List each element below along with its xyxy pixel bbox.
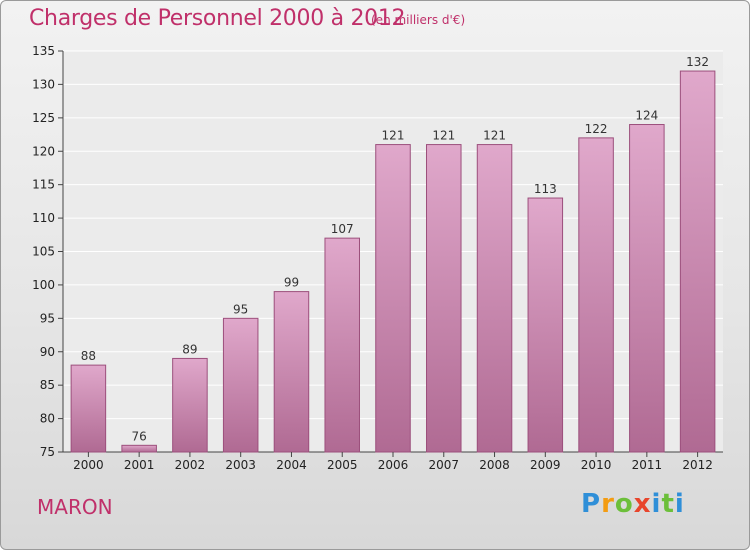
- chart-title: Charges de Personnel 2000 à 2012: [29, 6, 406, 31]
- bar: [222, 317, 259, 453]
- bar: [629, 124, 665, 453]
- x-tick-label: 2009: [530, 458, 561, 472]
- bar: [70, 364, 107, 453]
- logo-letter: x: [633, 489, 652, 519]
- bar-value-label: 88: [81, 349, 96, 363]
- bar-value-label: 76: [132, 429, 147, 443]
- x-tick-label: 2011: [632, 458, 663, 472]
- bar: [679, 70, 716, 453]
- bar-value-label: 132: [686, 55, 709, 69]
- logo-letter: P: [581, 489, 602, 519]
- bar-value-label: 121: [432, 129, 455, 143]
- logo-letter: i: [651, 489, 662, 519]
- logo-letter: t: [661, 489, 675, 519]
- x-tick-label: 2008: [479, 458, 510, 472]
- x-tick-label: 2000: [73, 458, 104, 472]
- chart-subtitle: (en milliers d'€): [371, 13, 466, 27]
- bar-value-label: 107: [331, 222, 354, 236]
- y-tick-label: 75: [40, 445, 55, 459]
- proxiti-logo[interactable]: Proxiti: [581, 489, 685, 519]
- y-tick-label: 85: [40, 378, 55, 392]
- bar-value-label: 113: [534, 182, 557, 196]
- y-tick-label: 135: [32, 44, 55, 58]
- logo-letter: i: [674, 489, 685, 519]
- y-tick-label: 90: [40, 345, 55, 359]
- bar: [426, 144, 462, 453]
- y-tick-label: 95: [40, 311, 55, 325]
- bar: [476, 144, 513, 453]
- bar-value-label: 124: [635, 109, 658, 123]
- y-tick-label: 125: [32, 111, 55, 125]
- bar-value-label: 121: [483, 129, 506, 143]
- bar: [121, 444, 157, 453]
- logo-letter: r: [601, 489, 615, 519]
- bar-value-label: 89: [182, 342, 197, 356]
- commune-name: MARON: [37, 495, 113, 519]
- x-tick-label: 2006: [378, 458, 409, 472]
- bar: [375, 144, 411, 453]
- y-tick-label: 110: [32, 211, 55, 225]
- y-tick-label: 100: [32, 278, 55, 292]
- bar: [324, 237, 360, 453]
- x-tick-label: 2001: [124, 458, 155, 472]
- y-tick-label: 130: [32, 77, 55, 91]
- y-tick-label: 80: [40, 412, 55, 426]
- bar-value-label: 121: [382, 129, 405, 143]
- logo-letter: o: [614, 489, 634, 519]
- x-tick-label: 2004: [276, 458, 307, 472]
- bar-value-label: 99: [284, 276, 299, 290]
- y-tick-label: 120: [32, 144, 55, 158]
- x-tick-label: 2012: [682, 458, 713, 472]
- x-tick-label: 2005: [327, 458, 358, 472]
- y-tick-label: 105: [32, 245, 55, 259]
- bar: [273, 291, 310, 453]
- x-tick-label: 2002: [175, 458, 206, 472]
- bar: [527, 197, 564, 453]
- x-tick-label: 2007: [428, 458, 459, 472]
- bar-value-label: 95: [233, 302, 248, 316]
- y-tick-label: 115: [32, 178, 55, 192]
- bar: [578, 137, 614, 453]
- x-tick-label: 2003: [225, 458, 256, 472]
- bar-value-label: 122: [585, 122, 608, 136]
- x-tick-label: 2010: [581, 458, 612, 472]
- bar: [172, 357, 208, 453]
